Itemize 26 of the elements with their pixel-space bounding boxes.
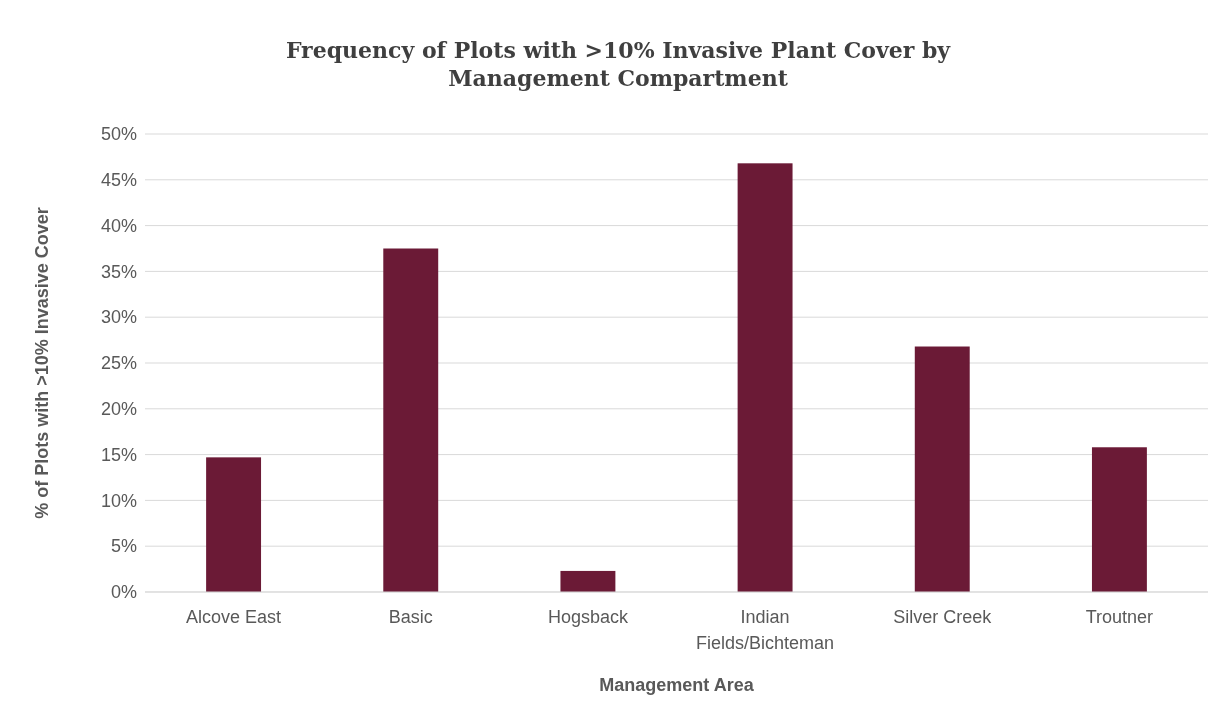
y-tick-label: 25% (100, 353, 137, 374)
x-tick-label: Alcove East (186, 607, 282, 627)
y-tick-label: 45% (100, 170, 137, 191)
y-tick-label: 5% (110, 536, 137, 557)
y-tick-label: 0% (110, 582, 137, 603)
bar (1091, 447, 1147, 592)
y-tick-label: 30% (100, 307, 137, 328)
bar (560, 570, 616, 592)
x-tick-label: Hogsback (547, 607, 629, 627)
y-axis-title: % of Plots with >10% Invasive Cover (32, 207, 52, 519)
bar (206, 457, 262, 592)
chart-title: Frequency of Plots with >10% Invasive Plant Cover by Management Compartment (285, 37, 952, 91)
y-tick-label: 15% (100, 444, 137, 465)
y-tick-label: 50% (100, 124, 137, 145)
y-tick-label: 20% (100, 399, 137, 420)
x-axis-title: Management Area (599, 675, 755, 695)
bar (737, 163, 793, 592)
y-tick-label: 40% (100, 215, 137, 236)
y-tick-label: 35% (100, 261, 137, 282)
x-tick-label: Indian Fields/Bichteman (696, 607, 835, 653)
x-tick-label: Basic (388, 607, 433, 627)
bar (914, 346, 970, 592)
bar (383, 248, 439, 592)
x-tick-label: Silver Creek (893, 607, 993, 627)
y-tick-label: 10% (100, 490, 137, 511)
x-tick-label: Troutner (1085, 607, 1154, 627)
